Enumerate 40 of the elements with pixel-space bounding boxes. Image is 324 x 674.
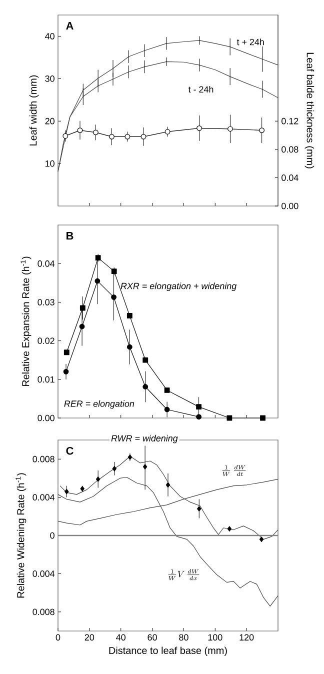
series-label: RXR = elongation + widening bbox=[120, 282, 237, 291]
series-label: $\frac{1}{W}V\,\frac{dW}{dx}$ bbox=[168, 569, 200, 580]
y-axis-title: Relative Expansion Rate (h$^{-1}$) bbox=[20, 256, 32, 386]
series-label: t - 24h bbox=[188, 86, 214, 93]
annotation: RWR = widening bbox=[111, 434, 178, 444]
y-tick-label: 0.008 bbox=[32, 608, 54, 616]
y-tick-label: 10 bbox=[46, 160, 54, 167]
series-label: t + 24h bbox=[236, 38, 264, 46]
y2-tick-label: 0.08 bbox=[282, 146, 298, 153]
x-tick-label: 40 bbox=[116, 634, 126, 641]
y-tick-label: 0.03 bbox=[38, 299, 54, 306]
y-axis-title: Relative Widening Rate (h$^{-1}$) bbox=[16, 473, 26, 598]
y-tick-label: 0.01 bbox=[38, 376, 54, 383]
x-tick-label: 80 bbox=[179, 634, 188, 641]
y2-tick-label: 0.00 bbox=[282, 202, 298, 210]
y2-tick-label: 0.12 bbox=[282, 118, 298, 124]
chart-title: B bbox=[66, 232, 74, 240]
chart-title: C bbox=[66, 446, 74, 455]
x-tick-label: 100 bbox=[208, 634, 222, 641]
y2-axis-title: Leaf balde thickness (mm) bbox=[304, 52, 314, 168]
y-tick-label: 0.004 bbox=[32, 570, 55, 577]
y-axis-title: Leaf width (mm) bbox=[29, 75, 39, 146]
x-tick-label: 60 bbox=[148, 634, 157, 641]
series-label: RER = elongation bbox=[64, 400, 134, 409]
y-tick-label: 0.008 bbox=[32, 456, 54, 462]
y2-tick-label: 0.04 bbox=[282, 174, 298, 181]
x-tick-label: 120 bbox=[240, 634, 254, 641]
y-tick-label: 20 bbox=[45, 118, 54, 124]
y-tick-label: 40 bbox=[45, 33, 54, 40]
y-tick-label: 0.02 bbox=[38, 338, 54, 344]
chart-title: A bbox=[66, 22, 74, 30]
y-tick-label: 30 bbox=[45, 75, 54, 82]
y-tick-label: 0.04 bbox=[38, 260, 55, 267]
x-tick-label: 0 bbox=[56, 634, 60, 641]
y-tick-label: 0.004 bbox=[32, 494, 55, 500]
x-axis-title: Distance to leaf base (mm) bbox=[109, 646, 227, 656]
series-label: $\frac{1}{W}\,\frac{dW}{dt}$ bbox=[222, 465, 246, 476]
x-tick-label: 20 bbox=[84, 634, 94, 641]
y-tick-label: 0 bbox=[50, 532, 54, 539]
y-tick-label: 0.00 bbox=[38, 414, 54, 422]
